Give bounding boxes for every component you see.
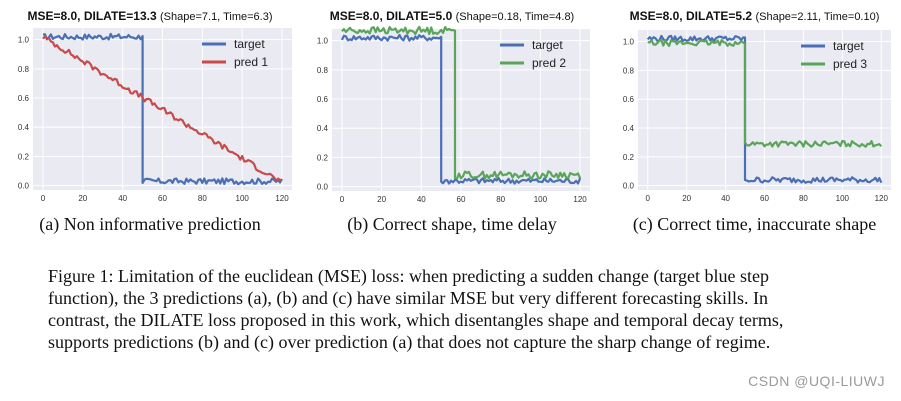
y-tick-label: 0.6: [623, 95, 635, 104]
x-tick-label: 120: [875, 194, 889, 203]
chart-panel-c: MSE=8.0, DILATE=5.2 (Shape=2.11, Time=0.…: [608, 0, 901, 240]
legend-label: pred 3: [833, 57, 867, 71]
x-tick-label: 100: [534, 195, 548, 204]
y-tick-label: 0.4: [623, 124, 635, 133]
x-tick-label: 60: [457, 195, 466, 204]
y-tick-label: 1.0: [623, 38, 635, 47]
legend-label: pred 1: [234, 55, 268, 69]
y-tick-label: 0.8: [623, 66, 635, 75]
chart-title-a: MSE=8.0, DILATE=13.3 (Shape=7.1, Time=6.…: [0, 9, 300, 23]
x-tick-label: 20: [78, 194, 87, 203]
legend-label: pred 2: [532, 56, 566, 70]
x-tick-label: 40: [721, 194, 730, 203]
x-tick-label: 120: [275, 194, 289, 203]
plot-a: 0 20 40 60 80 100 120 0.0 0.2 0.4 0.6 0.8 1.0 target p…: [18, 28, 292, 203]
chart-title-c-sub: (Shape=2.11, Time=0.10): [755, 11, 880, 23]
x-tick-label: 60: [158, 194, 167, 203]
x-tick-label: 40: [118, 194, 127, 203]
y-tick-label: 0.6: [18, 94, 30, 103]
y-tick-label: 0.6: [317, 95, 329, 104]
chart-title-b: MSE=8.0, DILATE=5.0 (Shape=0.18, Time=4.…: [302, 9, 602, 23]
x-tick-label: 0: [41, 194, 46, 203]
figure-caption-line-4: supports predictions (b) and (c) over pr…: [48, 332, 771, 352]
x-tick-label: 80: [496, 195, 505, 204]
figure-caption-line-3: contrast, the DILATE loss proposed in th…: [48, 310, 784, 330]
y-tick-label: 0.4: [18, 123, 30, 132]
y-tick-label: 0.0: [623, 182, 635, 191]
figure-caption: Figure 1: Limitation of the euclidean (M…: [48, 265, 888, 353]
x-tick-label: 0: [646, 194, 651, 203]
chart-title-b-sub: (Shape=0.18, Time=4.8): [455, 11, 575, 23]
x-tick-label: 20: [377, 195, 386, 204]
series-line-pred-2: [341, 25, 582, 180]
series-line-target: [42, 32, 283, 186]
chart-title-a-sub: (Shape=7.1, Time=6.3): [160, 11, 273, 23]
watermark: CSDN @UQI-LIUWJ: [748, 373, 885, 389]
plot-b: 0 20 40 60 80 100 120 0.0 0.2 0.4 0.6 0.8 1.0 target p…: [317, 25, 590, 204]
legend-label: target: [532, 38, 563, 52]
x-tick-label: 120: [573, 195, 587, 204]
x-tick-label: 80: [799, 194, 808, 203]
x-tick-label: 100: [236, 194, 250, 203]
x-tick-label: 0: [340, 195, 345, 204]
series-line-pred-1: [42, 35, 283, 182]
figure-caption-line-2: function), the 3 predictions (a), (b) an…: [48, 288, 768, 308]
x-tick-label: 20: [682, 194, 691, 203]
caption-c: (c) Correct time, inaccurate shape: [632, 214, 877, 234]
x-tick-label: 80: [198, 194, 207, 203]
chart-title-c: MSE=8.0, DILATE=5.2 (Shape=2.11, Time=0.…: [608, 9, 901, 23]
chart-title-b-main: MSE=8.0, DILATE=5.0: [329, 9, 453, 23]
plot-c: 0 20 40 60 80 100 120 0.0 0.2 0.4 0.6 0.8 1.0 target p…: [623, 30, 891, 203]
y-tick-label: 1.0: [18, 36, 30, 45]
y-tick-label: 0.0: [18, 182, 30, 191]
y-tick-label: 1.0: [317, 37, 329, 46]
y-tick-label: 0.2: [18, 152, 30, 161]
y-tick-label: 0.4: [317, 124, 329, 133]
legend-label: target: [833, 39, 864, 53]
x-tick-label: 40: [417, 195, 426, 204]
chart-panel-a: MSE=8.0, DILATE=13.3 (Shape=7.1, Time=6.…: [0, 0, 300, 240]
chart-panel-b: MSE=8.0, DILATE=5.0 (Shape=0.18, Time=4.…: [302, 0, 602, 240]
series-line-pred-3: [647, 39, 883, 148]
y-tick-label: 0.8: [18, 65, 30, 74]
caption-b: (b) Correct shape, time delay: [347, 214, 557, 234]
y-tick-label: 0.0: [317, 183, 329, 192]
y-tick-label: 0.2: [623, 153, 635, 162]
caption-a: (a) Non informative prediction: [39, 214, 261, 234]
figure-caption-line-1: Figure 1: Limitation of the euclidean (M…: [48, 266, 769, 286]
series-line-target: [340, 33, 582, 185]
y-tick-label: 0.2: [317, 153, 329, 162]
chart-title-a-main: MSE=8.0, DILATE=13.3: [27, 9, 157, 23]
x-tick-label: 60: [760, 194, 769, 203]
legend-label: target: [234, 37, 265, 51]
x-tick-label: 100: [836, 194, 850, 203]
y-tick-label: 0.8: [317, 66, 329, 75]
series-line-target: [646, 34, 883, 184]
chart-title-c-main: MSE=8.0, DILATE=5.2: [629, 9, 753, 23]
